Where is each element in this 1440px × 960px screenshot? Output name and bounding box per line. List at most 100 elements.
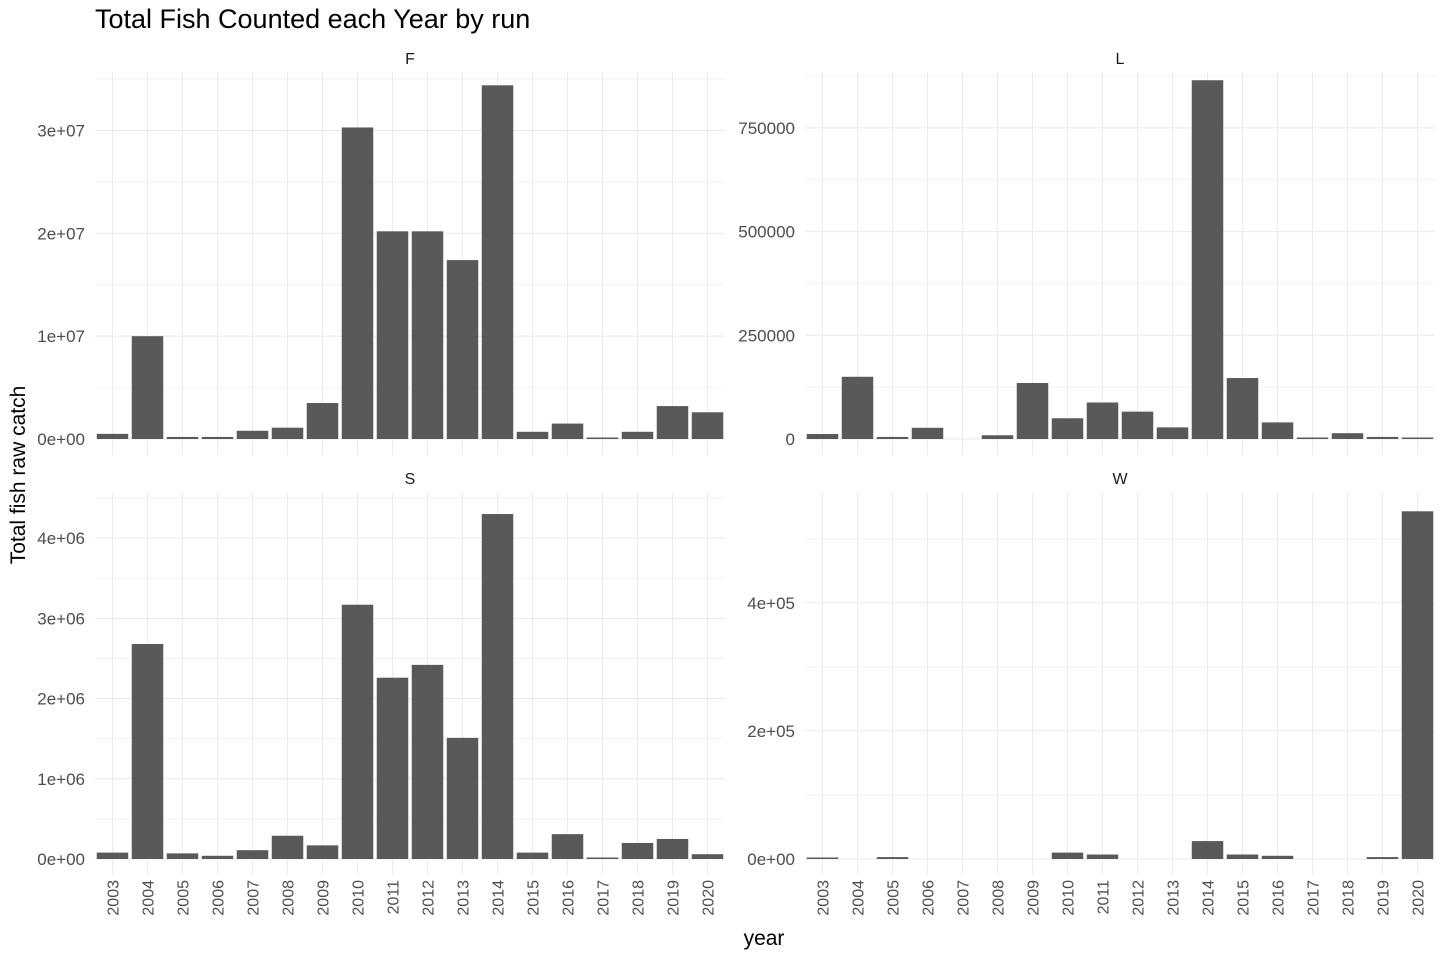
- bar-l-2018: [1331, 433, 1364, 439]
- x-tick-label: 2018: [1341, 880, 1358, 916]
- bar-s-2016: [551, 834, 584, 859]
- bar-s-2017: [586, 857, 619, 859]
- facet-strip-label: L: [1116, 51, 1125, 68]
- x-tick-label: 2015: [1236, 880, 1253, 916]
- bar-s-2004: [131, 644, 164, 859]
- bar-s-2012: [411, 664, 444, 859]
- x-tick-label: 2003: [816, 880, 833, 916]
- bar-f-2008: [271, 427, 304, 439]
- bar-f-2003: [96, 433, 129, 439]
- y-tick-label: 2e+05: [747, 722, 795, 741]
- facet-panel-l: 0 250000 500000 750000 L: [738, 51, 1435, 455]
- x-tick-label: 2006: [211, 880, 228, 916]
- x-tick-label: 2007: [246, 880, 263, 916]
- y-tick-label: 0e+00: [37, 430, 85, 449]
- x-tick-label: 2012: [421, 880, 438, 916]
- bar-w-2003: [806, 857, 839, 859]
- bar-s-2020: [691, 854, 724, 859]
- bar-w-2016: [1261, 855, 1294, 859]
- facet-panel-f: 0e+00 1e+07 2e+07 3e+07 F: [37, 51, 725, 455]
- y-tick-label: 1e+07: [37, 327, 85, 346]
- facet-panel-s: 0e+00 1e+06 2e+06 3e+06 4e+06 S 2003 2004 2005 20…: [37, 471, 725, 916]
- x-tick-label: 2017: [1306, 880, 1323, 916]
- facet-panel-w: 0e+00 2e+05 4e+05 W 2003 2004 2005 2006 2007 2008…: [747, 471, 1435, 916]
- x-tick-label: 2011: [386, 880, 403, 915]
- y-tick-label: 500000: [738, 223, 795, 242]
- facet-strip-label: W: [1112, 471, 1128, 488]
- bar-l-2016: [1261, 422, 1294, 439]
- bar-l-2010: [1051, 418, 1084, 439]
- x-tick-label: 2007: [956, 880, 973, 916]
- facet-strip-label: S: [405, 471, 416, 488]
- bar-s-2011: [376, 677, 409, 859]
- y-tick-label: 1e+06: [37, 770, 85, 789]
- bar-f-2016: [551, 423, 584, 439]
- x-tick-label: 2008: [281, 880, 298, 916]
- y-tick-label: 750000: [738, 119, 795, 138]
- bar-f-2006: [201, 436, 234, 439]
- bar-s-2014: [481, 514, 514, 859]
- x-tick-label: 2009: [316, 880, 333, 916]
- bar-s-2010: [341, 604, 374, 859]
- bar-l-2019: [1366, 436, 1399, 439]
- x-tick-label: 2019: [666, 880, 683, 916]
- x-tick-label: 2006: [921, 880, 938, 916]
- y-tick-label: 2e+07: [37, 224, 85, 243]
- x-tick-label: 2018: [631, 880, 648, 916]
- x-tick-label: 2010: [351, 880, 368, 916]
- bar-f-2012: [411, 231, 444, 439]
- y-tick-label: 3e+06: [37, 609, 85, 628]
- bar-s-2003: [96, 852, 129, 859]
- bar-f-2007: [236, 430, 269, 439]
- x-tick-label: 2009: [1026, 880, 1043, 916]
- bar-s-2018: [621, 842, 654, 859]
- bar-l-2020: [1401, 437, 1434, 439]
- bar-s-2007: [236, 850, 269, 859]
- chart-title: Total Fish Counted each Year by run: [95, 4, 531, 34]
- y-tick-label: 3e+07: [37, 122, 85, 141]
- bar-l-2011: [1086, 402, 1119, 439]
- bar-f-2009: [306, 403, 339, 439]
- bar-w-2005: [876, 857, 909, 859]
- x-tick-label: 2005: [886, 880, 903, 916]
- bar-l-2009: [1016, 383, 1049, 439]
- x-tick-label: 2011: [1096, 880, 1113, 915]
- bar-l-2012: [1121, 411, 1154, 439]
- bar-f-2010: [341, 127, 374, 440]
- bar-w-2015: [1226, 854, 1259, 859]
- bar-s-2008: [271, 835, 304, 859]
- x-tick-label: 2013: [456, 880, 473, 916]
- x-tick-label: 2016: [1271, 880, 1288, 916]
- x-tick-label: 2013: [1166, 880, 1183, 916]
- bar-f-2004: [131, 336, 164, 439]
- bar-f-2014: [481, 85, 514, 439]
- x-tick-label: 2017: [596, 880, 613, 916]
- x-tick-label: 2020: [701, 880, 718, 916]
- x-axis-label: year: [743, 927, 785, 950]
- x-tick-label: 2008: [991, 880, 1008, 916]
- bar-f-2015: [516, 431, 549, 439]
- bar-s-2006: [201, 855, 234, 859]
- bar-s-2019: [656, 838, 689, 859]
- bar-w-2020: [1401, 511, 1434, 859]
- x-tick-label: 2014: [1201, 880, 1218, 916]
- bar-f-2005: [166, 436, 199, 439]
- y-tick-label: 250000: [738, 326, 795, 345]
- x-tick-label: 2004: [141, 880, 158, 916]
- bar-w-2014: [1191, 841, 1224, 859]
- bar-l-2004: [841, 376, 874, 439]
- x-tick-label: 2019: [1376, 880, 1393, 916]
- x-tick-label: 2004: [851, 880, 868, 916]
- bar-l-2003: [806, 434, 839, 439]
- x-tick-label: 2015: [526, 880, 543, 916]
- x-tick-label: 2003: [106, 880, 123, 916]
- bar-l-2014: [1191, 80, 1224, 439]
- y-tick-label: 0e+00: [37, 850, 85, 869]
- y-tick-label: 0e+00: [747, 850, 795, 869]
- bar-f-2013: [446, 260, 479, 439]
- bar-w-2011: [1086, 854, 1119, 859]
- bar-s-2009: [306, 845, 339, 859]
- bar-w-2010: [1051, 852, 1084, 859]
- bar-f-2019: [656, 406, 689, 439]
